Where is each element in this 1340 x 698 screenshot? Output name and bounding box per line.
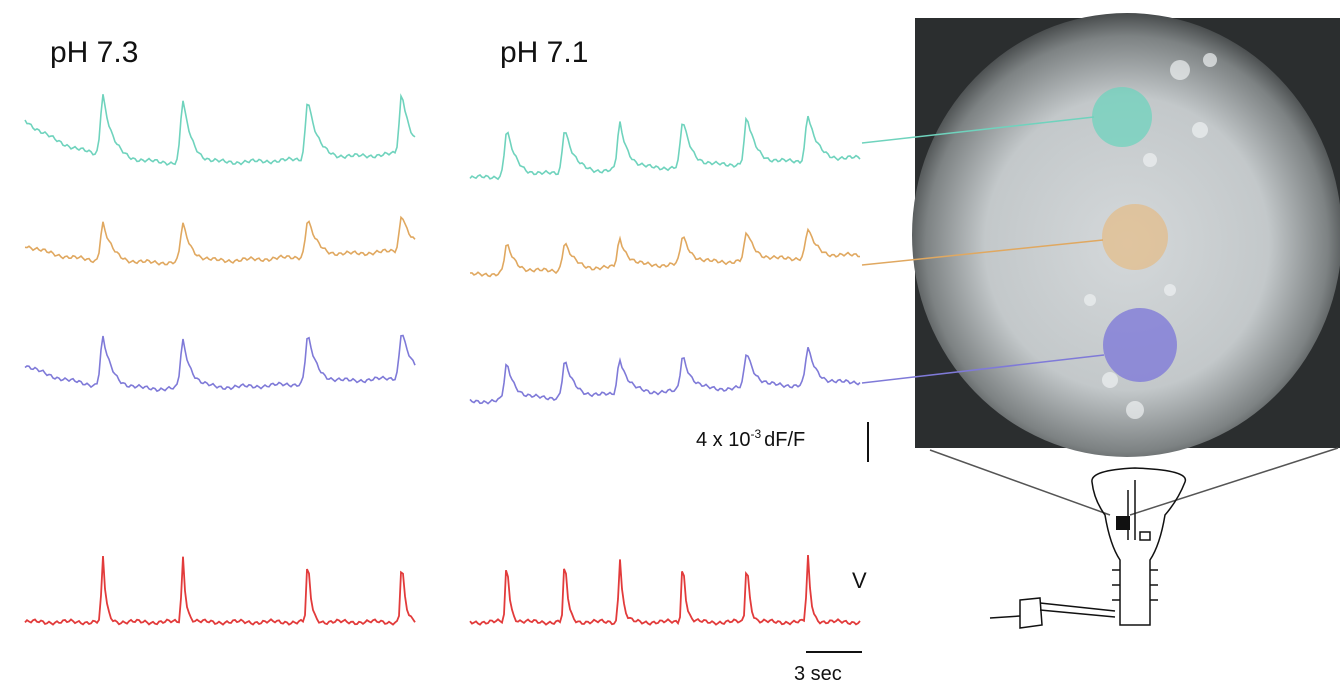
roi-connector: [861, 116, 1095, 144]
zoom-line: [1129, 447, 1339, 516]
trace: [24, 93, 416, 166]
roi-purple: [1103, 308, 1177, 382]
trace: [469, 227, 861, 278]
scale-exponent: -3: [750, 427, 761, 441]
trace: [469, 115, 861, 181]
trace: [469, 554, 861, 626]
roi-orange: [1102, 204, 1168, 270]
scale-prefix: 4 x 10: [696, 429, 750, 451]
roi-teal: [1092, 87, 1152, 147]
zoom-line: [929, 449, 1111, 516]
roi-connector: [861, 239, 1104, 266]
scale-label: 3 sec: [794, 663, 842, 685]
traces: [24, 93, 861, 626]
trace-label: V: [852, 568, 867, 593]
roi-connector: [861, 354, 1105, 384]
imaged-region: [1116, 516, 1130, 530]
panel-label: pH 7.1: [500, 36, 588, 69]
trace: [469, 346, 861, 405]
trace: [24, 215, 416, 266]
preparation-schematic: [989, 467, 1187, 629]
trace: [24, 334, 416, 393]
panel-label: pH 7.3: [50, 36, 138, 69]
trace: [24, 556, 416, 626]
scale-label: 4 x 10-3 dF/F: [696, 427, 805, 451]
cell-speckles: [1084, 53, 1217, 419]
scale-unit: dF/F: [764, 429, 805, 451]
